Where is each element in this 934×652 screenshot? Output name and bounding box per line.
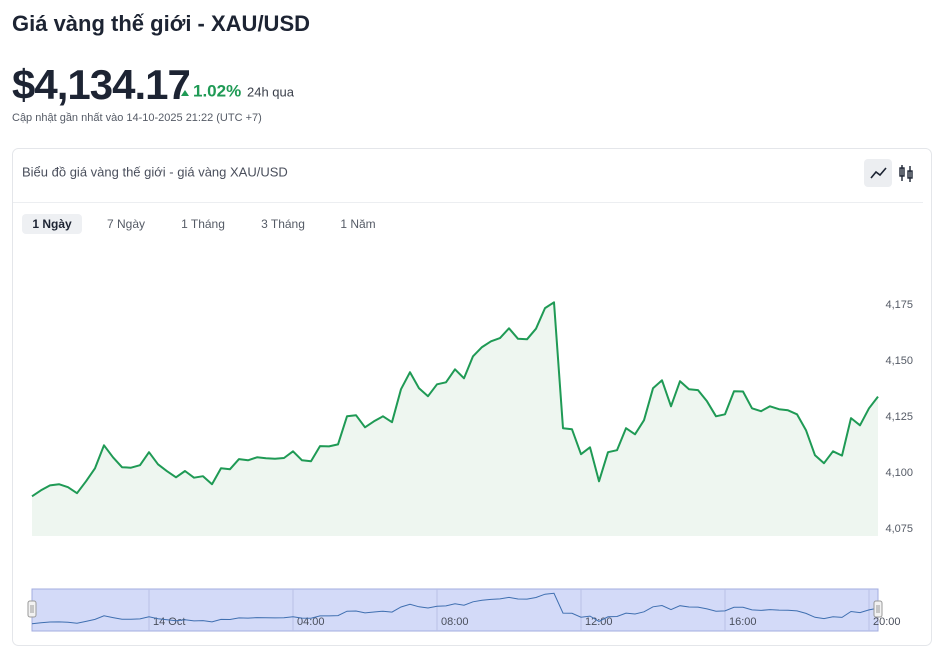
- tab-active-bg: [22, 214, 82, 234]
- chart-title: Biểu đồ giá vàng thế giới - giá vàng XAU…: [22, 164, 288, 179]
- y-tick-label: 4,175: [885, 299, 913, 311]
- x-tick-label: 20:00: [873, 616, 901, 628]
- navigator-handle[interactable]: [873, 600, 883, 618]
- tab[interactable]: 3 Tháng: [261, 217, 305, 231]
- tab[interactable]: 7 Ngày: [107, 217, 145, 231]
- up-arrow: [181, 90, 189, 96]
- y-tick-label: 4,125: [885, 411, 913, 423]
- page-title: Giá vàng thế giới - XAU/USD: [12, 11, 310, 36]
- tab[interactable]: 1 Tháng: [181, 217, 225, 231]
- tab[interactable]: 1 Ngày: [32, 217, 72, 231]
- navigator-handle[interactable]: [27, 600, 37, 618]
- x-tick-label: 16:00: [729, 616, 757, 628]
- price-area: [32, 302, 878, 536]
- x-tick-label: 12:00: [585, 616, 613, 628]
- y-tick-label: 4,100: [885, 467, 913, 479]
- x-tick-label: 14 Oct: [153, 616, 185, 628]
- navigator-line: [31, 592, 879, 625]
- price: $4,134.17: [12, 61, 190, 108]
- x-tick-label: 04:00: [297, 616, 325, 628]
- price-line: [31, 301, 879, 498]
- change-period: 24h qua: [247, 84, 295, 99]
- y-tick-label: 4,150: [885, 355, 913, 367]
- updated-time: Cập nhật gần nhất vào 14-10-2025 21:22 (…: [12, 112, 262, 124]
- candle-chart-button[interactable]: [899, 165, 913, 182]
- x-tick-label: 08:00: [441, 616, 469, 628]
- line-chart-button[interactable]: [864, 159, 892, 187]
- y-tick-label: 4,075: [885, 523, 913, 535]
- price-change: 1.02%: [193, 81, 241, 100]
- tab[interactable]: 1 Năm: [340, 217, 375, 231]
